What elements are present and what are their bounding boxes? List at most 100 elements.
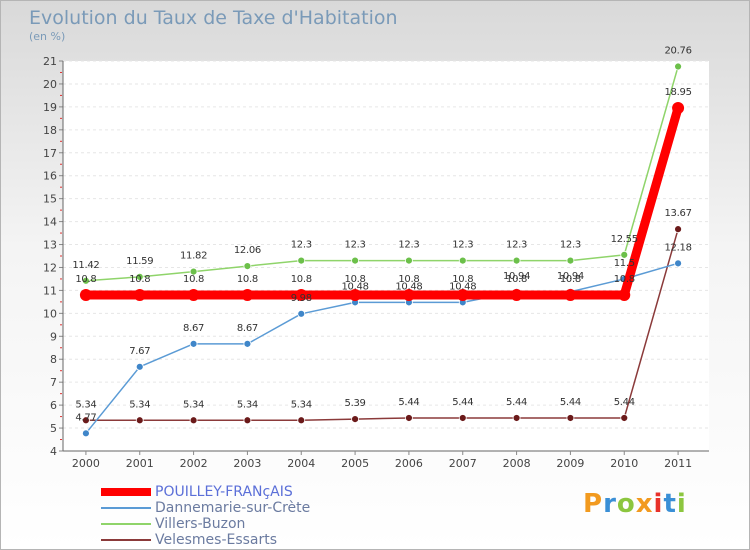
data-point [82, 429, 90, 438]
data-label: 5.34 [75, 399, 96, 410]
logo-letter: x [635, 489, 654, 519]
data-point [79, 289, 92, 301]
chart-title: Evolution du Taux de Taxe d'Habitation [29, 7, 398, 29]
series-line-2 [85, 66, 679, 282]
data-point [672, 102, 685, 115]
data-point [456, 289, 469, 301]
legend-swatch [101, 488, 151, 496]
series-line-3 [85, 228, 679, 422]
data-label: 10.8 [291, 274, 312, 285]
data-point [189, 416, 198, 425]
data-point [620, 414, 629, 422]
data-point [243, 339, 252, 348]
data-point [458, 256, 467, 265]
data-point [618, 289, 631, 301]
data-point [135, 416, 144, 425]
data-label: 4.77 [75, 412, 96, 423]
logo-letter: r [603, 489, 617, 519]
y-tick-label: 8 [50, 353, 57, 366]
y-tick-label: 19 [43, 101, 57, 114]
data-label: 10.8 [75, 274, 96, 285]
data-label: 7.67 [129, 346, 150, 357]
data-label: 5.44 [614, 397, 635, 408]
x-tick-label: 2008 [503, 457, 531, 470]
x-tick-label: 2010 [610, 457, 638, 470]
data-point [620, 250, 629, 259]
y-tick-label: 6 [50, 399, 57, 412]
data-point [243, 416, 252, 425]
data-label: 11.42 [72, 260, 99, 271]
data-point [189, 339, 198, 348]
proxiti-logo: Proxiti [583, 489, 687, 519]
data-label: 10.48 [449, 281, 476, 292]
data-label: 5.34 [291, 399, 312, 410]
data-label: 5.34 [237, 399, 258, 410]
data-label: 10.8 [560, 274, 581, 285]
data-point [512, 414, 521, 422]
y-tick-label: 17 [43, 147, 57, 160]
x-tick-label: 2009 [556, 457, 584, 470]
data-label: 12.3 [291, 240, 312, 251]
data-label: 18.95 [665, 87, 692, 98]
data-label: 10.94 [557, 271, 584, 282]
data-label: 20.76 [665, 46, 692, 57]
data-point [297, 256, 306, 265]
data-point [351, 415, 359, 424]
data-label: 10.8 [614, 274, 635, 285]
data-label: 10.8 [452, 274, 473, 285]
data-point [135, 362, 144, 371]
x-tick-label: 2000 [72, 457, 100, 470]
y-tick-label: 9 [50, 330, 57, 343]
y-tick-label: 13 [43, 239, 57, 252]
data-label: 11.5 [614, 258, 635, 269]
data-point [187, 289, 200, 301]
data-label: 10.8 [237, 274, 258, 285]
y-tick-label: 12 [43, 261, 57, 274]
data-label: 11.82 [180, 251, 207, 262]
data-label: 10.48 [395, 281, 422, 292]
data-label: 11.59 [126, 256, 153, 267]
data-label: 10.8 [398, 274, 419, 285]
y-tick-label: 16 [43, 170, 57, 183]
x-tick-label: 2007 [449, 457, 477, 470]
data-label: 5.39 [345, 398, 366, 409]
logo-letter: i [653, 489, 664, 519]
y-tick-label: 10 [43, 307, 57, 320]
series-layer [79, 62, 685, 438]
data-point [512, 256, 521, 265]
legend-label: Velesmes-Essarts [155, 532, 278, 548]
data-point [189, 267, 198, 276]
y-tick-label: 21 [43, 55, 57, 68]
x-tick-label: 2005 [341, 457, 369, 470]
x-tick-label: 2006 [395, 457, 423, 470]
data-point [241, 289, 254, 301]
data-label: 5.44 [398, 397, 419, 408]
data-point [674, 225, 682, 234]
legend-swatch [101, 507, 151, 509]
data-label: 10.94 [503, 271, 530, 282]
data-point [295, 289, 308, 301]
x-tick-label: 2002 [180, 457, 208, 470]
y-tick-label: 18 [43, 124, 57, 137]
data-label: 12.18 [665, 242, 692, 253]
data-label: 12.3 [452, 240, 473, 251]
data-point [297, 309, 306, 318]
legend-label: Villers-Buzon [155, 516, 246, 532]
data-label: 9.98 [291, 293, 312, 304]
data-point [564, 289, 577, 301]
data-point [510, 289, 523, 301]
x-tick-label: 2001 [126, 457, 154, 470]
logo-letter: P [583, 489, 604, 519]
data-point [351, 256, 359, 265]
data-point [566, 414, 575, 422]
data-label: 5.34 [129, 399, 150, 410]
data-point [133, 289, 146, 301]
data-point [566, 256, 575, 265]
legend-label: POUILLEY-FRANçAIS [155, 484, 293, 500]
logo-letter: t [663, 489, 677, 519]
data-label: 12.3 [345, 240, 366, 251]
data-label: 13.67 [665, 208, 692, 219]
x-tick-label: 2004 [287, 457, 315, 470]
data-point [82, 416, 90, 425]
